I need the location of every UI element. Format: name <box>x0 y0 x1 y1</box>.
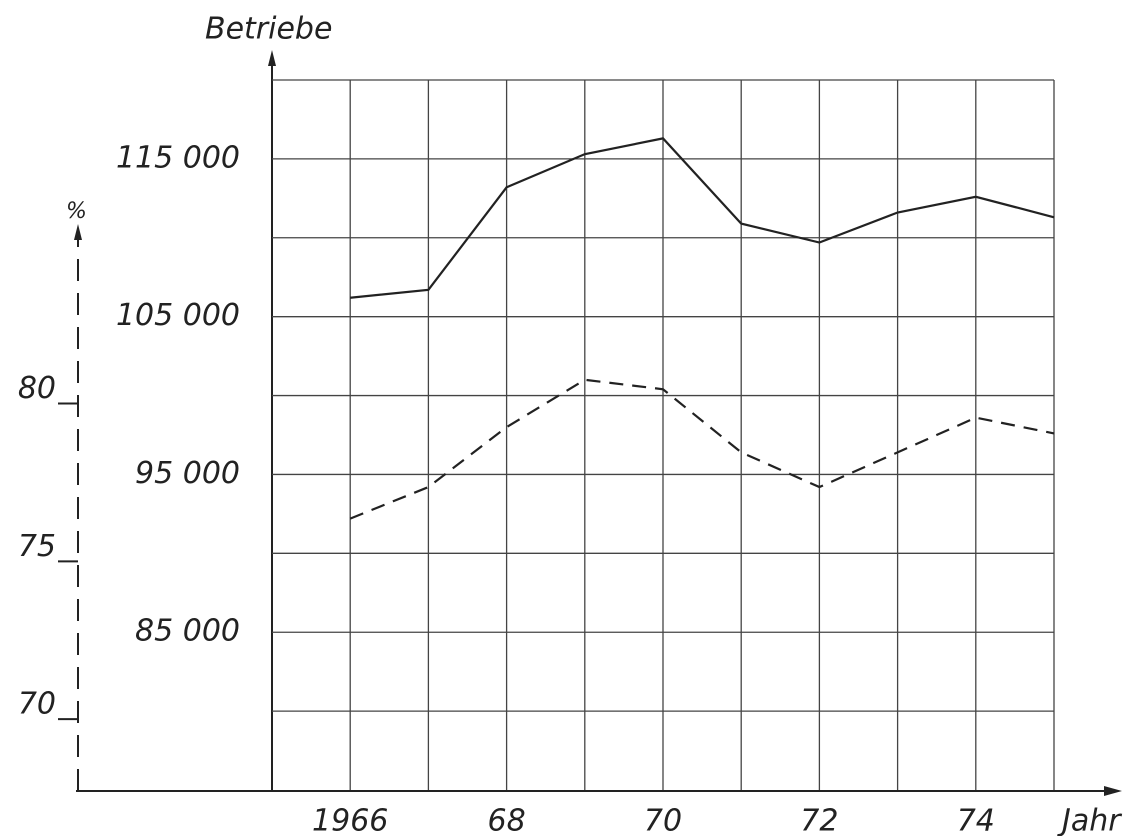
x-axis-arrow <box>1104 786 1122 796</box>
y-tick-label: 105 000 <box>116 298 240 333</box>
y2-tick-label: 75 <box>18 529 56 564</box>
y2-tick-label: 80 <box>18 371 56 406</box>
y-tick-label: 95 000 <box>135 456 240 491</box>
y2-tick-label: 70 <box>18 687 56 722</box>
x-tick-label: 72 <box>800 804 838 836</box>
series-line <box>350 137 1055 299</box>
y-tick-label: 115 000 <box>116 140 240 175</box>
x-axis-label: Jahr <box>1057 804 1122 836</box>
series-line <box>349 378 1055 520</box>
y-axis-label: Betriebe <box>205 12 332 47</box>
y2-axis-arrow <box>74 224 82 240</box>
y-tick-label: 85 000 <box>135 614 240 649</box>
y-axis-arrow <box>268 50 276 66</box>
x-tick-label: 68 <box>488 804 526 836</box>
x-tick-label: 74 <box>957 804 995 836</box>
x-tick-label: 1966 <box>312 804 388 836</box>
y2-axis-label: % <box>66 199 87 224</box>
x-tick-label: 70 <box>644 804 682 836</box>
